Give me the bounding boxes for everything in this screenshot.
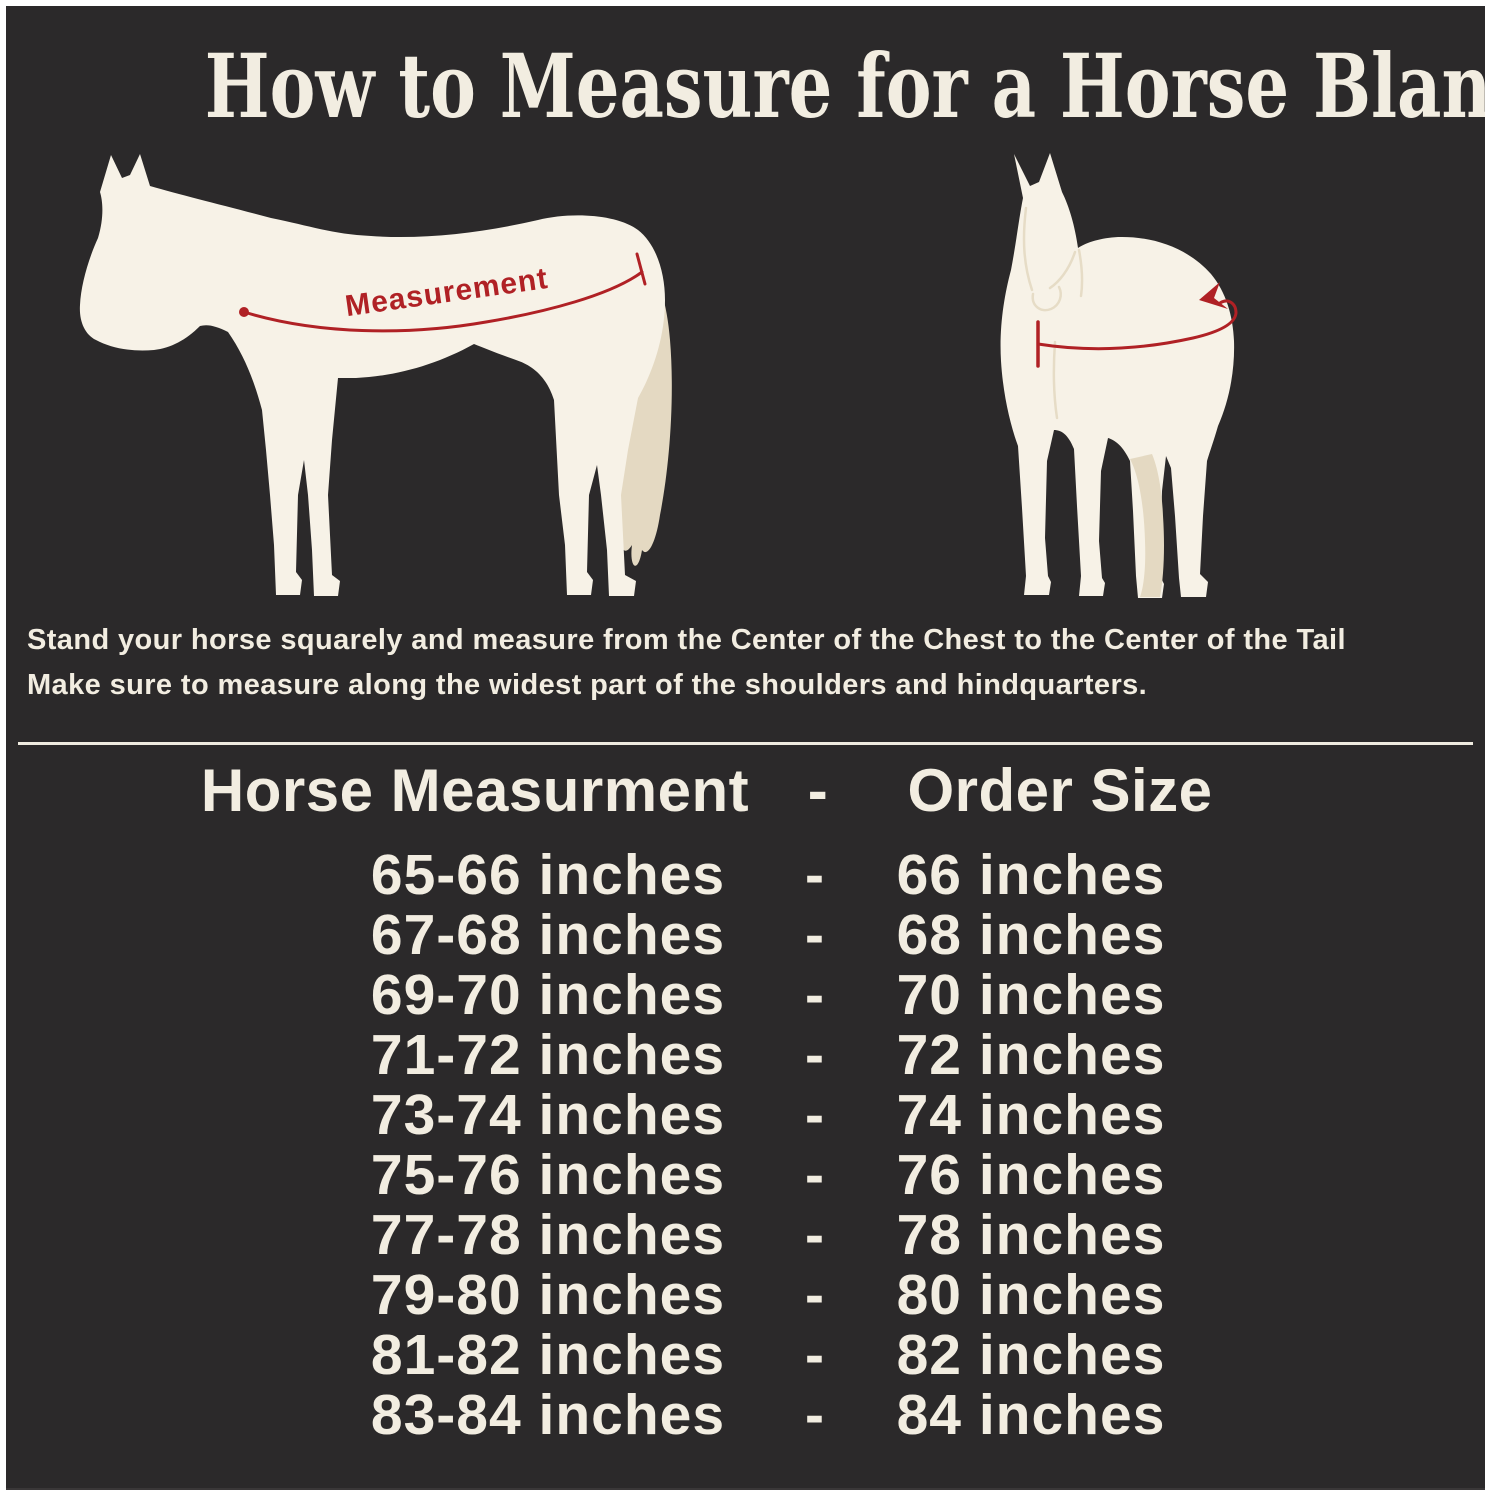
row-separator: - (805, 1263, 825, 1327)
side-view-horse-illustration: Measurement (79, 154, 672, 596)
row-order-size: 76 inches (896, 1143, 1166, 1207)
row-measurement: 71-72 inches (370, 1023, 726, 1087)
row-order-size: 68 inches (896, 903, 1166, 967)
row-measurement: 69-70 inches (370, 963, 726, 1027)
row-order-size: 66 inches (896, 843, 1166, 907)
table-row: 83-84 inches - 84 inches (6, 1385, 1485, 1445)
table-row: 69-70 inches - 70 inches (6, 965, 1485, 1025)
measurement-line-start-dot (239, 307, 249, 317)
row-separator: - (805, 1143, 825, 1207)
row-separator: - (805, 1023, 825, 1087)
muzzle-shading (1031, 285, 1062, 312)
divider-line (18, 742, 1473, 745)
chest-shading (1052, 340, 1059, 420)
horse-silhouette (79, 154, 666, 596)
instructions-line-1: Stand your horse squarely and measure fr… (27, 624, 1346, 656)
front-view-horse-illustration (1000, 153, 1238, 598)
row-order-size: 74 inches (896, 1083, 1166, 1147)
table-header: Horse Measurment - Order Size (6, 759, 1485, 823)
column-header-horse-measurement: Horse Measurment (200, 757, 750, 824)
neck-shading (1077, 248, 1084, 298)
row-order-size: 78 inches (896, 1203, 1166, 1267)
table-row: 73-74 inches - 74 inches (6, 1085, 1485, 1145)
row-separator: - (805, 963, 825, 1027)
row-measurement: 75-76 inches (370, 1143, 726, 1207)
row-order-size: 72 inches (896, 1023, 1166, 1087)
row-order-size: 84 inches (896, 1383, 1166, 1447)
horse-illustrations: Measurement (6, 148, 1485, 600)
instructions: Stand your horse squarely and measure fr… (27, 618, 1485, 708)
row-separator: - (805, 843, 825, 907)
row-measurement: 73-74 inches (370, 1083, 726, 1147)
dark-panel: How to Measure for a Horse Blanket Measu… (6, 6, 1485, 1490)
row-measurement: 83-84 inches (370, 1383, 726, 1447)
page-title: How to Measure for a Horse Blanket (6, 32, 1485, 140)
measurement-line (242, 270, 644, 333)
girth-arrowhead (1199, 282, 1228, 309)
row-measurement: 77-78 inches (370, 1203, 726, 1267)
row-order-size: 70 inches (896, 963, 1166, 1027)
row-separator: - (805, 903, 825, 967)
instructions-line-2: Make sure to measure along the widest pa… (27, 669, 1148, 701)
row-separator: - (805, 1083, 825, 1147)
row-measurement: 67-68 inches (370, 903, 726, 967)
row-separator: - (805, 1323, 825, 1387)
table-row: 79-80 inches - 80 inches (6, 1265, 1485, 1325)
table-row: 67-68 inches - 68 inches (6, 905, 1485, 965)
row-order-size: 82 inches (896, 1323, 1166, 1387)
face-shading (1022, 206, 1034, 292)
row-separator: - (805, 1383, 825, 1447)
horse-silhouette (1000, 153, 1235, 598)
row-measurement: 79-80 inches (370, 1263, 726, 1327)
hind-leg-shadow (1130, 454, 1164, 597)
row-order-size: 80 inches (896, 1263, 1166, 1327)
jaw-shading (1048, 250, 1077, 290)
table-row: 65-66 inches - 66 inches (6, 845, 1485, 905)
table-row: 77-78 inches - 78 inches (6, 1205, 1485, 1265)
header-separator: - (807, 757, 829, 824)
girth-line (1036, 299, 1238, 351)
row-separator: - (805, 1203, 825, 1267)
table-row: 75-76 inches - 76 inches (6, 1145, 1485, 1205)
size-table: Horse Measurment - Order Size 65-66 inch… (6, 759, 1485, 1446)
row-measurement: 81-82 inches (370, 1323, 726, 1387)
table-row: 71-72 inches - 72 inches (6, 1025, 1485, 1085)
column-header-order-size: Order Size (907, 757, 1213, 824)
table-rows: 65-66 inches - 66 inches 67-68 inches - 68 in… (6, 845, 1485, 1445)
table-row: 81-82 inches - 82 inches (6, 1325, 1485, 1385)
row-measurement: 65-66 inches (370, 843, 726, 907)
page-title-text: How to Measure for a Horse Blanket (204, 34, 1485, 138)
measurement-line-end-tick (635, 252, 647, 286)
